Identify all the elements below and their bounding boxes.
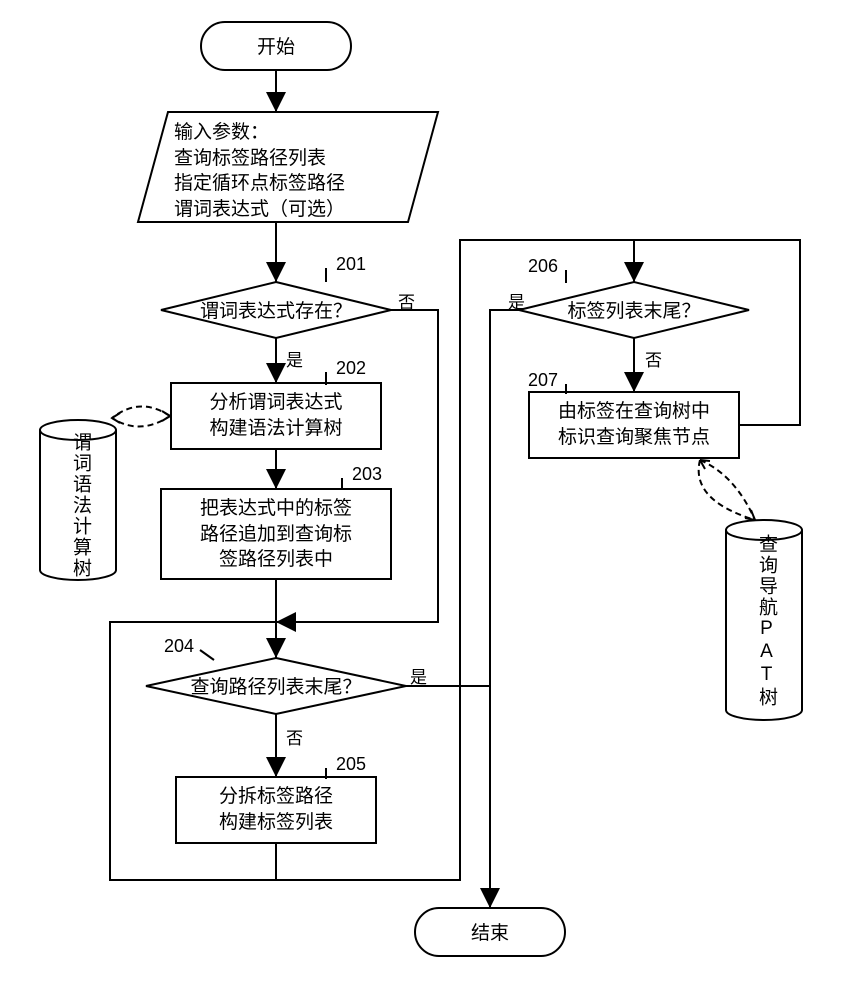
d206-no: 否 — [645, 346, 662, 371]
input-text: 输入参数： 查询标签路径列表 指定循环点标签路径 谓词表达式（可选） — [174, 120, 424, 223]
d201-text: 谓词表达式存在？ — [161, 299, 391, 325]
ref-206: 206 — [528, 256, 558, 277]
d204-yes: 是 — [410, 663, 427, 688]
d206-yes: 是 — [508, 288, 525, 313]
db2-text: 查询导航PAT树 — [753, 534, 780, 708]
p202-text: 分析谓词表达式 构建语法计算树 — [171, 390, 381, 441]
ref-204: 204 — [164, 636, 194, 657]
end-text: 结束 — [415, 921, 565, 947]
start-text: 开始 — [201, 35, 351, 61]
ref-201: 201 — [336, 254, 366, 275]
d201-yes: 是 — [286, 346, 303, 371]
db1-text: 谓词语法计算树 — [67, 432, 94, 579]
p203-text: 把表达式中的标签 路径追加到查询标 签路径列表中 — [161, 496, 391, 573]
ref-207: 207 — [528, 370, 558, 391]
ref-203: 203 — [352, 464, 382, 485]
p207-text: 由标签在查询树中 标识查询聚焦节点 — [529, 399, 739, 450]
d204-text: 查询路径列表末尾？ — [146, 675, 406, 701]
ref-202: 202 — [336, 358, 366, 379]
d206-text: 标签列表末尾？ — [519, 299, 749, 325]
p205-text: 分拆标签路径 构建标签列表 — [176, 784, 376, 835]
d204-no: 否 — [286, 724, 303, 749]
d201-no: 否 — [398, 288, 415, 313]
ref-205: 205 — [336, 754, 366, 775]
